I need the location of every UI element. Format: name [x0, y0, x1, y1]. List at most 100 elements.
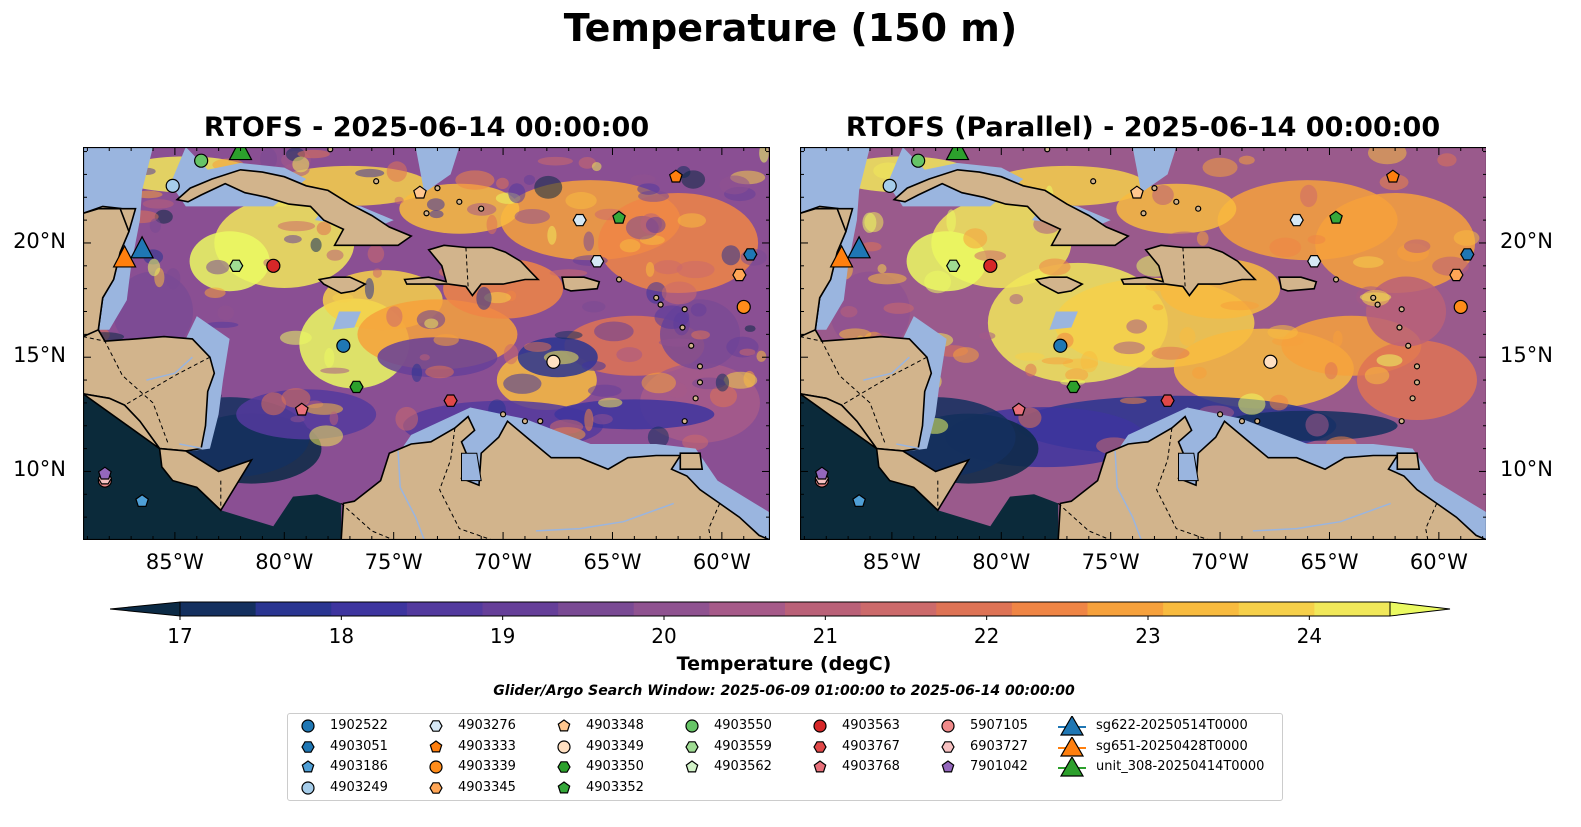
colorbar-tick-label: 24	[1296, 624, 1323, 648]
marker-4903349	[546, 354, 561, 369]
marker-4903276	[1307, 254, 1322, 268]
legend-label: 1902522	[330, 718, 388, 733]
legend-label: 4903186	[330, 759, 388, 774]
legend-label: 6903727	[970, 738, 1028, 754]
trinidad-island	[1396, 452, 1421, 471]
map-frame	[800, 147, 1486, 540]
platform-markers	[97, 147, 758, 507]
marker-4903339	[1453, 299, 1468, 315]
puerto-rico-island	[1278, 276, 1318, 292]
legend-circle-icon	[813, 719, 827, 733]
legend-label: 4903563	[842, 718, 900, 733]
marker-sg622-20250514T0000	[130, 235, 155, 259]
colorbar-bin	[1087, 602, 1164, 616]
marker-4903276	[1289, 213, 1304, 227]
legend-label: 4903276	[458, 718, 516, 733]
pacific-region	[83, 393, 342, 540]
marker-7901042	[814, 466, 829, 480]
legend-hexagon-icon	[429, 720, 443, 732]
colorbar-tick-label: 17	[167, 624, 193, 648]
colorbar-bin	[482, 602, 559, 616]
marker-4903345	[732, 268, 747, 282]
colorbar-bin	[180, 602, 257, 616]
marker-4903249	[882, 178, 897, 193]
colorbar-extend-low	[110, 601, 181, 617]
marker-4903349	[1263, 354, 1278, 369]
lon-tick-label: 65°W	[583, 550, 642, 574]
minor-ticks	[83, 147, 770, 540]
platform-markers	[814, 147, 1475, 507]
colorbar-bin	[1238, 602, 1315, 616]
marker-4903767	[443, 394, 458, 407]
legend-label: 4903562	[714, 759, 772, 774]
legend-label: 4903550	[714, 718, 772, 733]
legend-pentagon-icon	[941, 760, 955, 773]
lon-tick-label: 75°W	[364, 550, 423, 574]
marker-4903563	[266, 258, 281, 273]
isthmus-land	[83, 393, 254, 512]
legend-hexagon-icon	[429, 781, 443, 794]
land-masses	[800, 168, 1486, 540]
marker-4903350	[349, 380, 364, 394]
lon-tick-label: 60°W	[692, 550, 751, 574]
colorbar-tick-label: 20	[651, 624, 677, 648]
south-america-land	[340, 415, 770, 540]
map-panel-rtofs-parallel	[800, 147, 1486, 540]
isthmus-land	[800, 393, 971, 512]
country-borders	[800, 247, 1438, 540]
lon-tick-label: 65°W	[1300, 550, 1359, 574]
colorbar-tick-label: 22	[973, 624, 1000, 648]
colorbar-tick-label: 19	[489, 624, 516, 648]
lat-tick-label: 20°N	[13, 228, 66, 253]
glider-triangle-icon	[1058, 716, 1086, 736]
legend-label: 4903768	[842, 759, 900, 774]
panel-title-left: RTOFS - 2025-06-14 00:00:00	[203, 112, 650, 143]
lake-maracaibo	[461, 452, 482, 482]
legend-label: sg622-20250514T0000	[1096, 718, 1248, 733]
colorbar-frame	[179, 601, 1391, 617]
marker-sg651-20250428T0000	[829, 244, 854, 268]
glider-triangle-icon	[1058, 736, 1086, 757]
legend-label: 4903333	[458, 738, 516, 754]
legend-label: 4903350	[586, 759, 644, 774]
legend-label: unit_308-20250414T0000	[1096, 759, 1265, 774]
colorbar-bin	[331, 602, 408, 616]
rivers	[863, 356, 1391, 540]
legend-label: 4903345	[458, 779, 516, 795]
marker-4903768	[294, 402, 309, 416]
search-window-caption: Glider/Argo Search Window: 2025-06-09 01…	[493, 683, 1075, 699]
lon-tick-label: 70°W	[474, 550, 533, 574]
legend-label: 4903352	[586, 779, 644, 795]
marker-4903186	[135, 493, 150, 507]
marker-sg622-20250514T0000	[847, 235, 872, 259]
legend-circle-icon	[301, 719, 315, 733]
legend-label: 7901042	[970, 759, 1028, 774]
legend-label: 4903559	[714, 738, 772, 754]
legend-hexagon-icon	[557, 761, 571, 773]
lat-tick-label: 20°N	[1500, 228, 1553, 253]
legend-hexagon-icon	[813, 740, 827, 753]
jamaica-island	[317, 276, 367, 295]
marker-4903051	[1460, 248, 1475, 261]
legend-label: 4903348	[586, 718, 644, 733]
marker-4903249	[165, 178, 180, 193]
legend-label: sg651-20250428T0000	[1096, 738, 1248, 754]
map-frame	[83, 147, 770, 540]
marker-4903350	[1066, 380, 1081, 394]
colorbar-bin	[1314, 602, 1391, 616]
country-borders	[83, 247, 721, 540]
marker-4903186	[852, 493, 867, 507]
marker-4903550	[911, 153, 926, 168]
marker-unit_308-20250414T0000	[945, 147, 970, 161]
minor-ticks	[800, 147, 1486, 540]
trinidad-island	[679, 452, 704, 471]
marker-4903345	[1449, 268, 1464, 282]
legend-label: 4903767	[842, 738, 900, 754]
marker-7901042	[97, 466, 112, 480]
marker-4903767	[1160, 394, 1175, 407]
colorbar-bin	[1163, 602, 1240, 616]
lat-tick-label: 10°N	[1500, 457, 1553, 482]
marker-4903348	[1130, 185, 1144, 199]
colorbar-bin	[1011, 602, 1088, 616]
colorbar	[110, 601, 1451, 620]
